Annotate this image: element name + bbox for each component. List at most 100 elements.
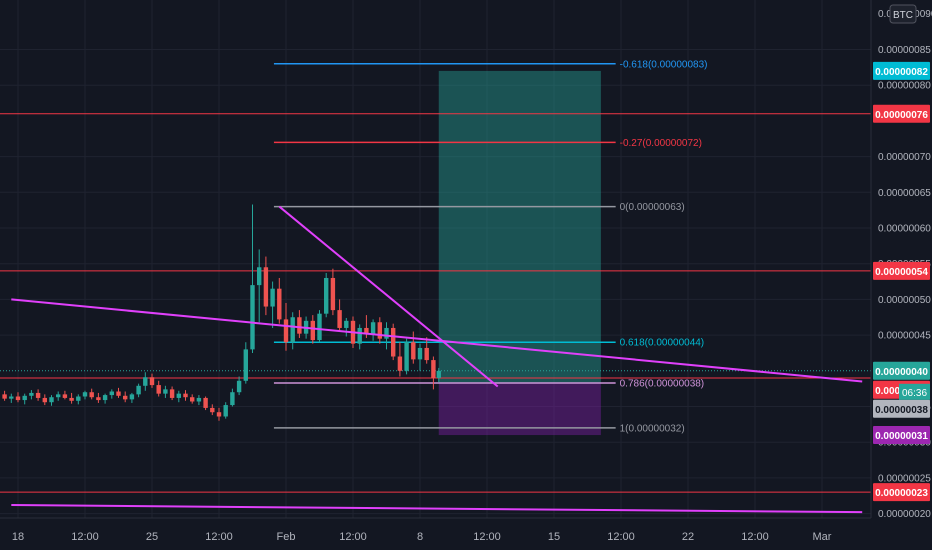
- price-tick-label: 0.00000045: [878, 331, 931, 342]
- candle-body: [69, 397, 74, 401]
- candle-body: [310, 320, 315, 341]
- candle-body: [210, 407, 215, 413]
- trendline[interactable]: [278, 205, 499, 388]
- candle-body: [203, 397, 208, 408]
- price-tick-label: 0.00000070: [878, 152, 931, 163]
- price-tick-label: 0.00000050: [878, 295, 931, 306]
- time-tick-label: 8: [417, 531, 423, 543]
- candle-body: [277, 288, 282, 320]
- price-tick-label: 0.00000080: [878, 81, 931, 92]
- time-tick-label: 12:00: [71, 531, 99, 543]
- time-tick-label: 12:00: [473, 531, 501, 543]
- time-tick-label: Mar: [813, 531, 832, 543]
- candle-body: [163, 389, 168, 394]
- candle-body: [337, 310, 342, 328]
- candle-body: [417, 347, 423, 360]
- countdown-box: [899, 383, 930, 400]
- candle-body: [169, 389, 175, 398]
- long-position-tool[interactable]: [438, 70, 601, 436]
- price-labels: 0.00000082 0.00000076 0.00000054 0.00000040…: [873, 61, 930, 502]
- time-tick-label: 18: [12, 531, 24, 543]
- currency-badge-box: [889, 4, 917, 24]
- candle-body: [436, 370, 441, 378]
- candle-body: [15, 396, 21, 401]
- price-label-text: 0.00000031: [875, 431, 928, 442]
- price-label-text: 0.00000023: [875, 488, 928, 499]
- time-tick-label: Feb: [277, 531, 296, 543]
- candle-body: [404, 342, 409, 371]
- price-label-box: [873, 361, 930, 380]
- candle-body: [116, 391, 121, 396]
- candle-body: [263, 267, 269, 307]
- fib-level-label: 0.618(0.00000044): [620, 338, 705, 349]
- candle-body: [123, 395, 128, 400]
- price-label-box: [873, 104, 930, 123]
- candle-body: [149, 377, 155, 386]
- position-target-zone[interactable]: [438, 70, 601, 384]
- candle-body: [330, 277, 336, 311]
- candle-body: [2, 394, 7, 399]
- candle-body: [230, 392, 235, 406]
- candle-body: [424, 347, 429, 361]
- fib-retracement[interactable]: -0.618(0.00000083) -0.27(0.00000072) 0(0.0…: [273, 59, 708, 434]
- candle-body: [196, 397, 202, 402]
- fib-level-label: 0.786(0.00000038): [620, 378, 705, 389]
- time-tick-label: 12:00: [339, 531, 367, 543]
- candle-body: [377, 322, 382, 339]
- candle-body: [96, 397, 101, 401]
- price-tick-label: 0.00000085: [878, 45, 931, 56]
- candle-body: [56, 394, 61, 398]
- candle-body: [76, 396, 81, 401]
- position-stop-zone[interactable]: [438, 383, 601, 436]
- candle-body: [317, 313, 322, 341]
- candle-body: [9, 396, 14, 399]
- trendline[interactable]: [11, 298, 863, 383]
- candle-body: [183, 393, 188, 398]
- price-label-text: 0.00000054: [875, 267, 928, 278]
- candle-body: [190, 397, 195, 402]
- candle-body: [384, 327, 389, 339]
- candle-body: [156, 385, 161, 394]
- candle-body: [42, 397, 47, 403]
- price-label-box: [873, 426, 930, 445]
- candle-body: [236, 380, 242, 393]
- candle-body: [391, 327, 396, 357]
- candle-body: [29, 392, 34, 396]
- fib-level-label: 0(0.00000063): [620, 202, 685, 213]
- candle-body: [35, 392, 41, 398]
- candle-body: [250, 285, 255, 350]
- candle-body: [129, 394, 135, 400]
- price-tick-label: 0.00000025: [878, 473, 931, 484]
- time-tick-label: 15: [548, 531, 560, 543]
- candle-body: [82, 392, 88, 397]
- time-tick-label: 12:00: [607, 531, 635, 543]
- candle-body: [364, 327, 369, 334]
- candle-body: [344, 320, 349, 328]
- candle-body: [89, 392, 94, 398]
- trendline[interactable]: [11, 504, 863, 514]
- trendlines[interactable]: [11, 205, 863, 514]
- candle-body: [370, 322, 376, 334]
- candle-body: [62, 394, 68, 398]
- time-tick-label: 22: [682, 531, 694, 543]
- price-tick-label: 0.00000065: [878, 188, 931, 199]
- candle-body: [136, 385, 141, 395]
- time-tick-label: 12:00: [741, 531, 769, 543]
- fib-level-label: -0.618(0.00000083): [620, 59, 708, 70]
- time-axis[interactable]: 18 12:00 25 12:00 Feb 12:00 8 12:00 15 12:00 22 12:…: [0, 517, 871, 550]
- candle-body: [357, 327, 362, 344]
- price-label-text: 0.00000038: [875, 405, 928, 416]
- candle-body: [411, 342, 416, 360]
- time-axis-background: [0, 518, 871, 550]
- candle-body: [324, 277, 329, 314]
- price-label-box: [873, 61, 930, 80]
- candle-body: [102, 395, 108, 401]
- currency-badge[interactable]: BTC: [889, 4, 917, 24]
- candle-body: [49, 397, 54, 403]
- price-label-text: 0.00000076: [875, 110, 928, 121]
- candle-body: [176, 393, 181, 398]
- price-label-box: [873, 399, 930, 418]
- candle-body: [223, 405, 228, 417]
- price-label-box: [873, 483, 930, 502]
